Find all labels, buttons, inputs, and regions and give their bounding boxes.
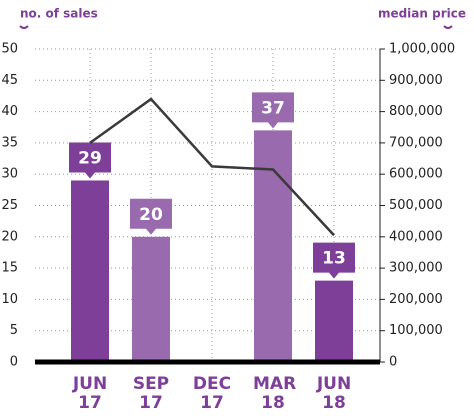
label-box <box>252 92 294 129</box>
y-tick-label: 30 <box>1 167 18 182</box>
data-label: 37 <box>261 98 285 118</box>
y2-tick-label: 300,000 <box>389 261 443 276</box>
decor <box>19 25 29 29</box>
x-tick-label: JUN 18 <box>316 374 352 413</box>
y-tick-label: 40 <box>1 104 18 119</box>
y-tick-label: 50 <box>1 42 18 57</box>
y-tick-label: 45 <box>1 73 18 88</box>
y-tick-label: 0 <box>10 355 18 370</box>
bar <box>315 280 353 362</box>
y2-tick-label: 800,000 <box>389 104 443 119</box>
data-label: 29 <box>78 148 102 168</box>
y2-tick-label: 700,000 <box>389 135 443 150</box>
y2-tick-label: 500,000 <box>389 198 443 213</box>
y2-axis-label: median price <box>378 7 466 21</box>
y2-tick-label: 600,000 <box>389 167 443 182</box>
bar <box>71 180 109 362</box>
y-tick-label: 20 <box>1 229 18 244</box>
label-box <box>130 198 172 235</box>
y-tick-label: 25 <box>1 198 18 213</box>
data-label: 13 <box>322 249 346 269</box>
y2-tick-label: 400,000 <box>389 229 443 244</box>
label-box <box>313 242 355 279</box>
x-tick-label: MAR 18 <box>253 374 297 413</box>
y-axis-label: no. of sales <box>20 7 98 21</box>
y-tick-label: 15 <box>1 261 18 276</box>
y2-tick-label: 200,000 <box>389 292 443 307</box>
decor <box>443 25 453 29</box>
bar <box>132 236 170 362</box>
x-tick-label: SEP 17 <box>132 374 170 413</box>
y2-tick-label: 900,000 <box>389 73 443 88</box>
data-label: 20 <box>139 205 163 225</box>
y-tick-label: 10 <box>1 292 18 307</box>
bar <box>254 130 292 362</box>
x-tick-label: DEC 17 <box>192 374 232 413</box>
y2-tick-label: 100,000 <box>389 323 443 338</box>
x-tick-label: JUN 17 <box>72 374 108 413</box>
line <box>89 97 335 237</box>
y-tick-label: 5 <box>10 323 18 338</box>
label-box <box>69 142 111 179</box>
y2-tick-label: 0 <box>389 355 397 370</box>
y2-tick-label: 1,000,000 <box>389 42 455 57</box>
y-tick-label: 35 <box>1 135 18 150</box>
